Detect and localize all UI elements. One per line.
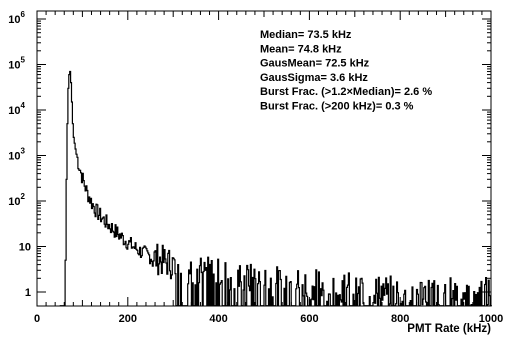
y-tick-label: 106 [8,10,25,26]
y-tick-label: 105 [8,56,25,72]
y-tick-label: 10 [19,242,31,254]
x-axis-title: PMT Rate (kHz) [407,323,491,335]
x-tick-label: 800 [391,313,409,325]
y-tick-label: 102 [8,192,25,208]
stat-line: Mean= 74.8 kHz [260,43,342,55]
y-tick-label: 103 [8,147,25,163]
stat-line: Burst Frac. (>200 kHz)= 0.3 % [260,101,414,113]
stat-line: Burst Frac. (>1.2×Median)= 2.6 % [260,86,432,98]
statistics-box: Median= 73.5 kHz Mean= 74.8 kHz GausMean= … [260,29,432,113]
axis-ticks [36,11,492,306]
x-tick-label: 200 [119,313,137,325]
rate-histogram-line [59,70,492,307]
y-tick-label: 1 [25,287,31,299]
x-tick-labels: 0 200 400 600 800 1000 [34,313,503,325]
x-tick-label: 0 [34,313,40,325]
x-tick-label: 1000 [479,313,503,325]
stat-line: Median= 73.5 kHz [260,29,352,41]
x-tick-label: 600 [300,313,318,325]
x-tick-label: 400 [209,313,227,325]
stat-line: GausSigma= 3.6 kHz [260,72,368,84]
y-tick-label: 104 [8,101,25,117]
y-tick-labels: 1 10 102 103 104 105 106 [8,10,31,299]
stat-line: GausMean= 72.5 kHz [260,58,370,70]
